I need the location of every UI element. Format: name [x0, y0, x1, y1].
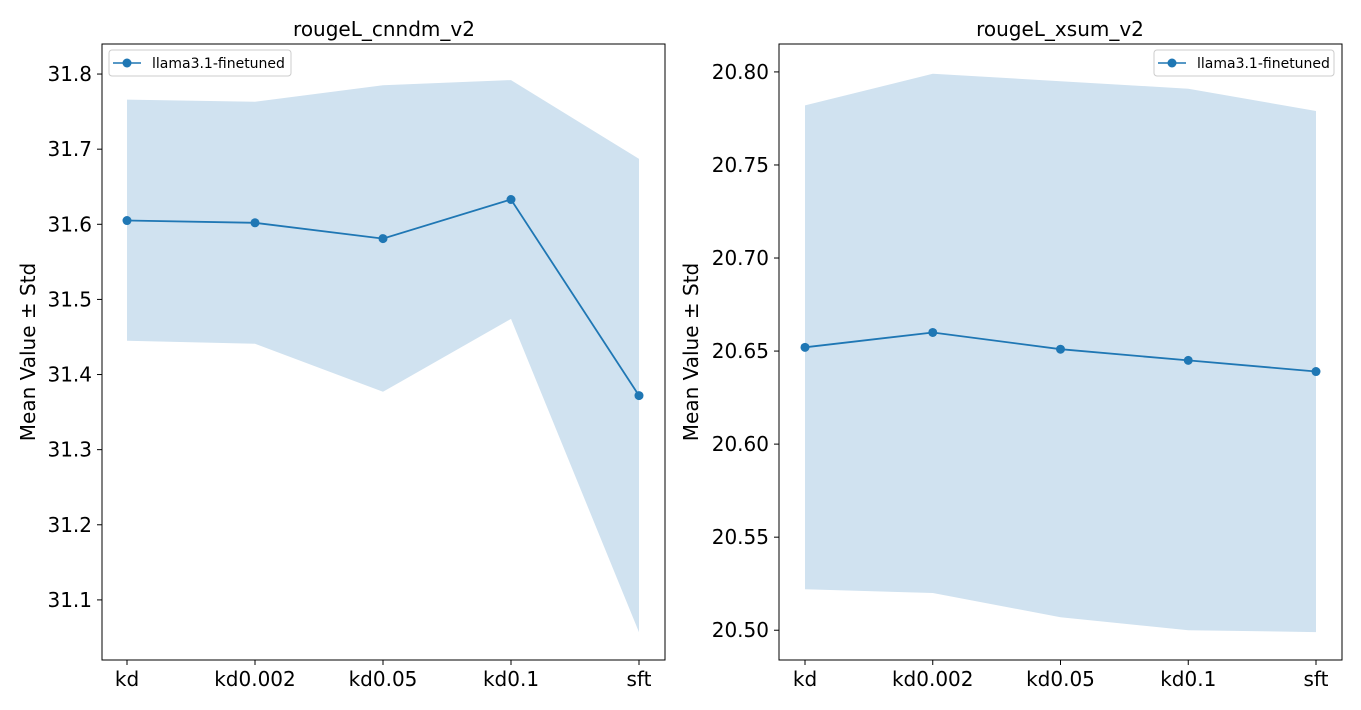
x-tick-label: sft	[1304, 667, 1329, 691]
chart-cnndm: rougeL_cnndm_v2 Mean Value ± Std kd kd0.0…	[16, 17, 666, 691]
chart-xsum: rougeL_xsum_v2 Mean Value ± Std kd kd0.00…	[679, 17, 1343, 691]
legend-label: llama3.1-finetuned	[152, 56, 285, 72]
x-tick-label: kd0.1	[483, 667, 539, 691]
data-point	[122, 216, 132, 226]
y-tick-label: 20.75	[712, 153, 769, 177]
x-tick-label: sft	[627, 667, 652, 691]
x-tick-label: kd0.05	[349, 667, 418, 691]
data-point	[928, 327, 938, 337]
y-tick-label: 20.55	[712, 525, 769, 549]
y-tick-label: 20.70	[712, 246, 769, 270]
chart-title: rougeL_xsum_v2	[976, 17, 1144, 41]
y-tick-label: 31.6	[47, 212, 92, 236]
data-point	[1311, 367, 1321, 377]
data-point	[506, 195, 516, 205]
legend: llama3.1-finetuned	[1153, 49, 1335, 77]
y-axis-label: Mean Value ± Std	[679, 263, 703, 441]
legend-label: llama3.1-finetuned	[1197, 56, 1330, 72]
y-tick-label: 20.80	[712, 60, 769, 84]
x-tick-label: kd0.1	[1160, 667, 1216, 691]
legend-marker	[1167, 58, 1177, 68]
data-point	[1056, 344, 1065, 354]
plot-area: kd kd0.002 kd0.05 kd0.1 sft 31.1 31.2 31.3 31.4 3…	[47, 43, 666, 691]
data-point	[250, 218, 260, 228]
x-tick-label: kd0.002	[214, 667, 296, 691]
y-tick-label: 31.5	[47, 287, 92, 311]
x-tick-label: kd0.002	[892, 667, 974, 691]
y-tick-label: 31.2	[47, 513, 92, 537]
std-band	[127, 80, 639, 633]
x-tick-label: kd	[793, 667, 817, 691]
chart-title: rougeL_cnndm_v2	[293, 17, 475, 41]
y-tick-label: 31.1	[47, 588, 92, 612]
legend: llama3.1-finetuned	[108, 49, 292, 77]
y-tick-label: 31.7	[47, 137, 92, 161]
y-tick-label: 31.8	[47, 62, 92, 86]
data-point	[634, 391, 644, 401]
data-point	[800, 342, 810, 352]
y-tick-label: 20.60	[712, 432, 769, 456]
y-tick-label: 20.50	[712, 618, 769, 642]
plot-area: kd kd0.002 kd0.05 kd0.1 sft 20.50 20.55 20.60 20…	[712, 43, 1343, 691]
legend-box	[1153, 49, 1335, 77]
y-tick-label: 31.4	[47, 363, 92, 387]
y-tick-label: 20.65	[712, 339, 769, 363]
legend-marker	[122, 58, 132, 68]
y-tick-label: 31.3	[47, 438, 92, 462]
data-point	[1183, 355, 1193, 365]
y-axis-label: Mean Value ± Std	[16, 263, 40, 441]
x-tick-label: kd	[115, 667, 139, 691]
data-point	[378, 234, 388, 244]
legend-box	[108, 49, 292, 77]
x-tick-label: kd0.05	[1026, 667, 1095, 691]
